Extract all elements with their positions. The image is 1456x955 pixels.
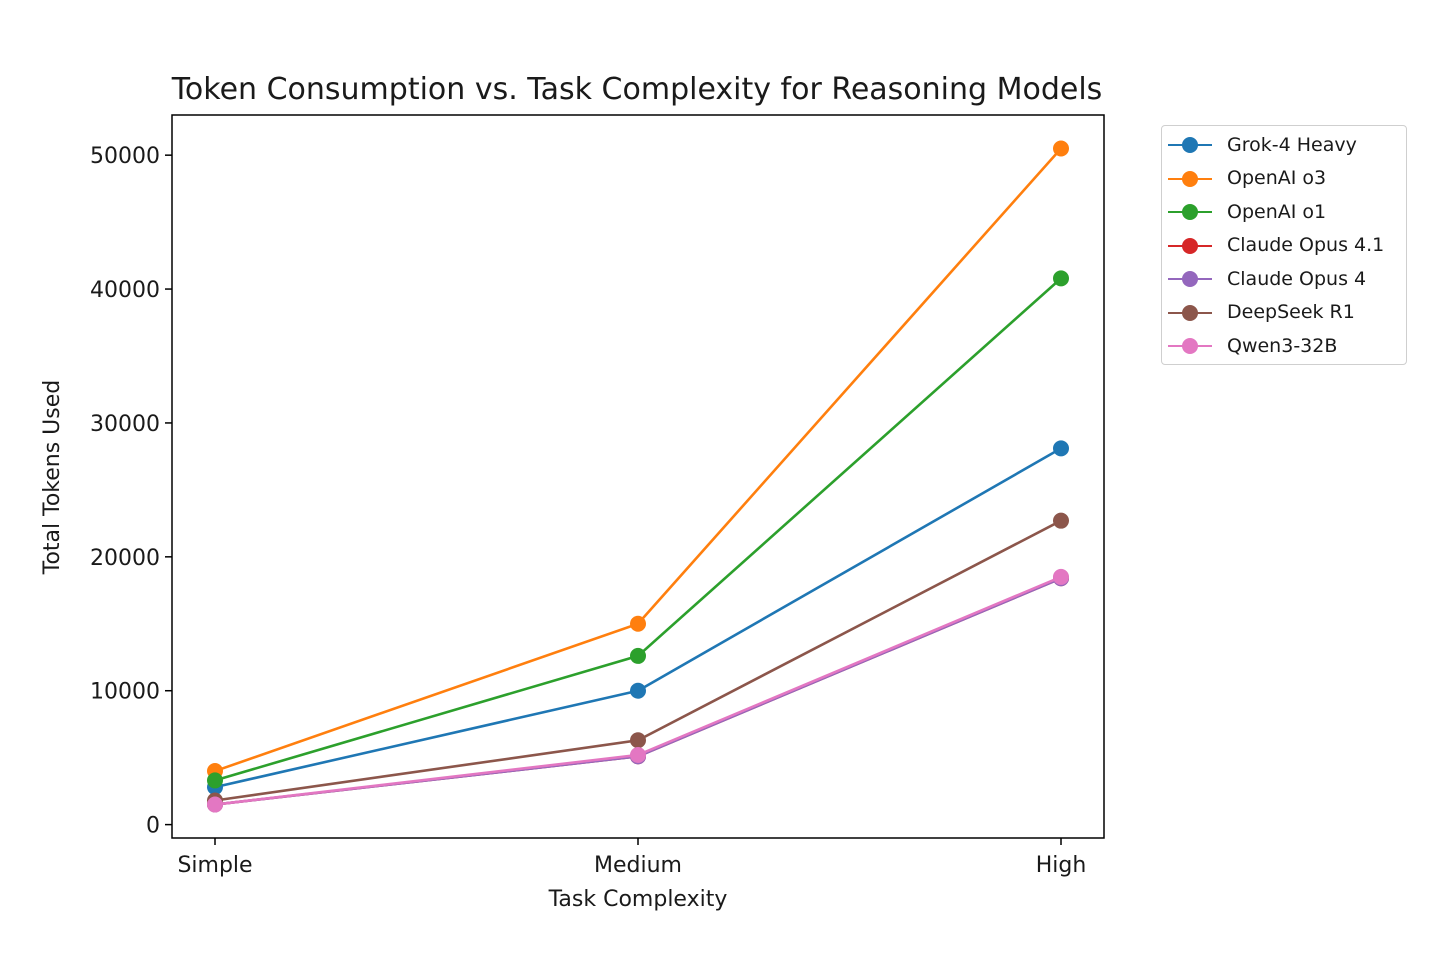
- series-line: [214, 147, 1062, 773]
- chart-title: Token Consumption vs. Task Complexity fo…: [171, 72, 1103, 107]
- y-tick-label: 40000: [90, 278, 160, 303]
- legend-item: OpenAI o3: [1162, 162, 1406, 196]
- x-tick-label: High: [1036, 853, 1087, 878]
- data-point: [207, 772, 223, 789]
- legend-item: Qwen3-32B: [1162, 329, 1406, 363]
- y-tick-label: 0: [146, 814, 160, 839]
- legend-swatch: [1168, 329, 1212, 362]
- legend-swatch: [1168, 162, 1212, 195]
- x-axis: Simple Medium High: [177, 838, 1086, 878]
- data-point: [1053, 440, 1069, 457]
- y-tick-label: 30000: [90, 412, 160, 437]
- legend-label: OpenAI o3: [1227, 167, 1327, 190]
- data-point: [1053, 270, 1069, 287]
- data-point: [630, 746, 646, 763]
- legend-label: OpenAI o1: [1227, 200, 1327, 223]
- data-point: [630, 732, 646, 749]
- y-tick-label: 50000: [90, 144, 160, 169]
- legend-label: Claude Opus 4.1: [1227, 234, 1385, 257]
- series-layer: [207, 140, 1069, 813]
- legend-swatch: [1168, 195, 1212, 228]
- legend-label: DeepSeek R1: [1227, 301, 1355, 324]
- legend-label: Qwen3-32B: [1227, 334, 1338, 357]
- x-tick-label: Medium: [594, 853, 682, 878]
- x-axis-label: Task Complexity: [548, 887, 728, 912]
- data-point: [630, 647, 646, 664]
- legend-label: Claude Opus 4: [1227, 267, 1367, 290]
- y-axis: 0 10000 20000 30000 40000 50000: [90, 144, 172, 839]
- series-openai-o1: [207, 270, 1069, 789]
- data-point: [1053, 140, 1069, 157]
- data-point: [630, 682, 646, 699]
- x-tick-label: Simple: [177, 853, 252, 878]
- legend-swatch: [1168, 296, 1212, 329]
- legend-item: DeepSeek R1: [1162, 296, 1406, 330]
- data-point: [207, 796, 223, 813]
- plot-area-frame: [171, 114, 1105, 839]
- series-line: [214, 277, 1062, 782]
- legend-label: Grok-4 Heavy: [1227, 133, 1357, 156]
- y-tick-label: 10000: [90, 680, 160, 705]
- legend-item: Claude Opus 4.1: [1162, 229, 1406, 263]
- legend-swatch: [1168, 128, 1212, 161]
- series-qwen3-32b: [207, 568, 1069, 813]
- legend-item: Grok-4 Heavy: [1162, 128, 1406, 162]
- y-axis-label: Total Tokens Used: [40, 380, 65, 576]
- y-tick-label: 20000: [90, 546, 160, 571]
- legend-swatch: [1168, 262, 1212, 295]
- legend-item: OpenAI o1: [1162, 195, 1406, 229]
- data-point: [1053, 568, 1069, 585]
- data-point: [1053, 512, 1069, 529]
- data-point: [630, 615, 646, 632]
- legend-swatch: [1168, 229, 1212, 262]
- legend-item: Claude Opus 4: [1162, 262, 1406, 296]
- legend: Grok-4 Heavy OpenAI o3 OpenAI o1 Claude Opu…: [1161, 125, 1407, 365]
